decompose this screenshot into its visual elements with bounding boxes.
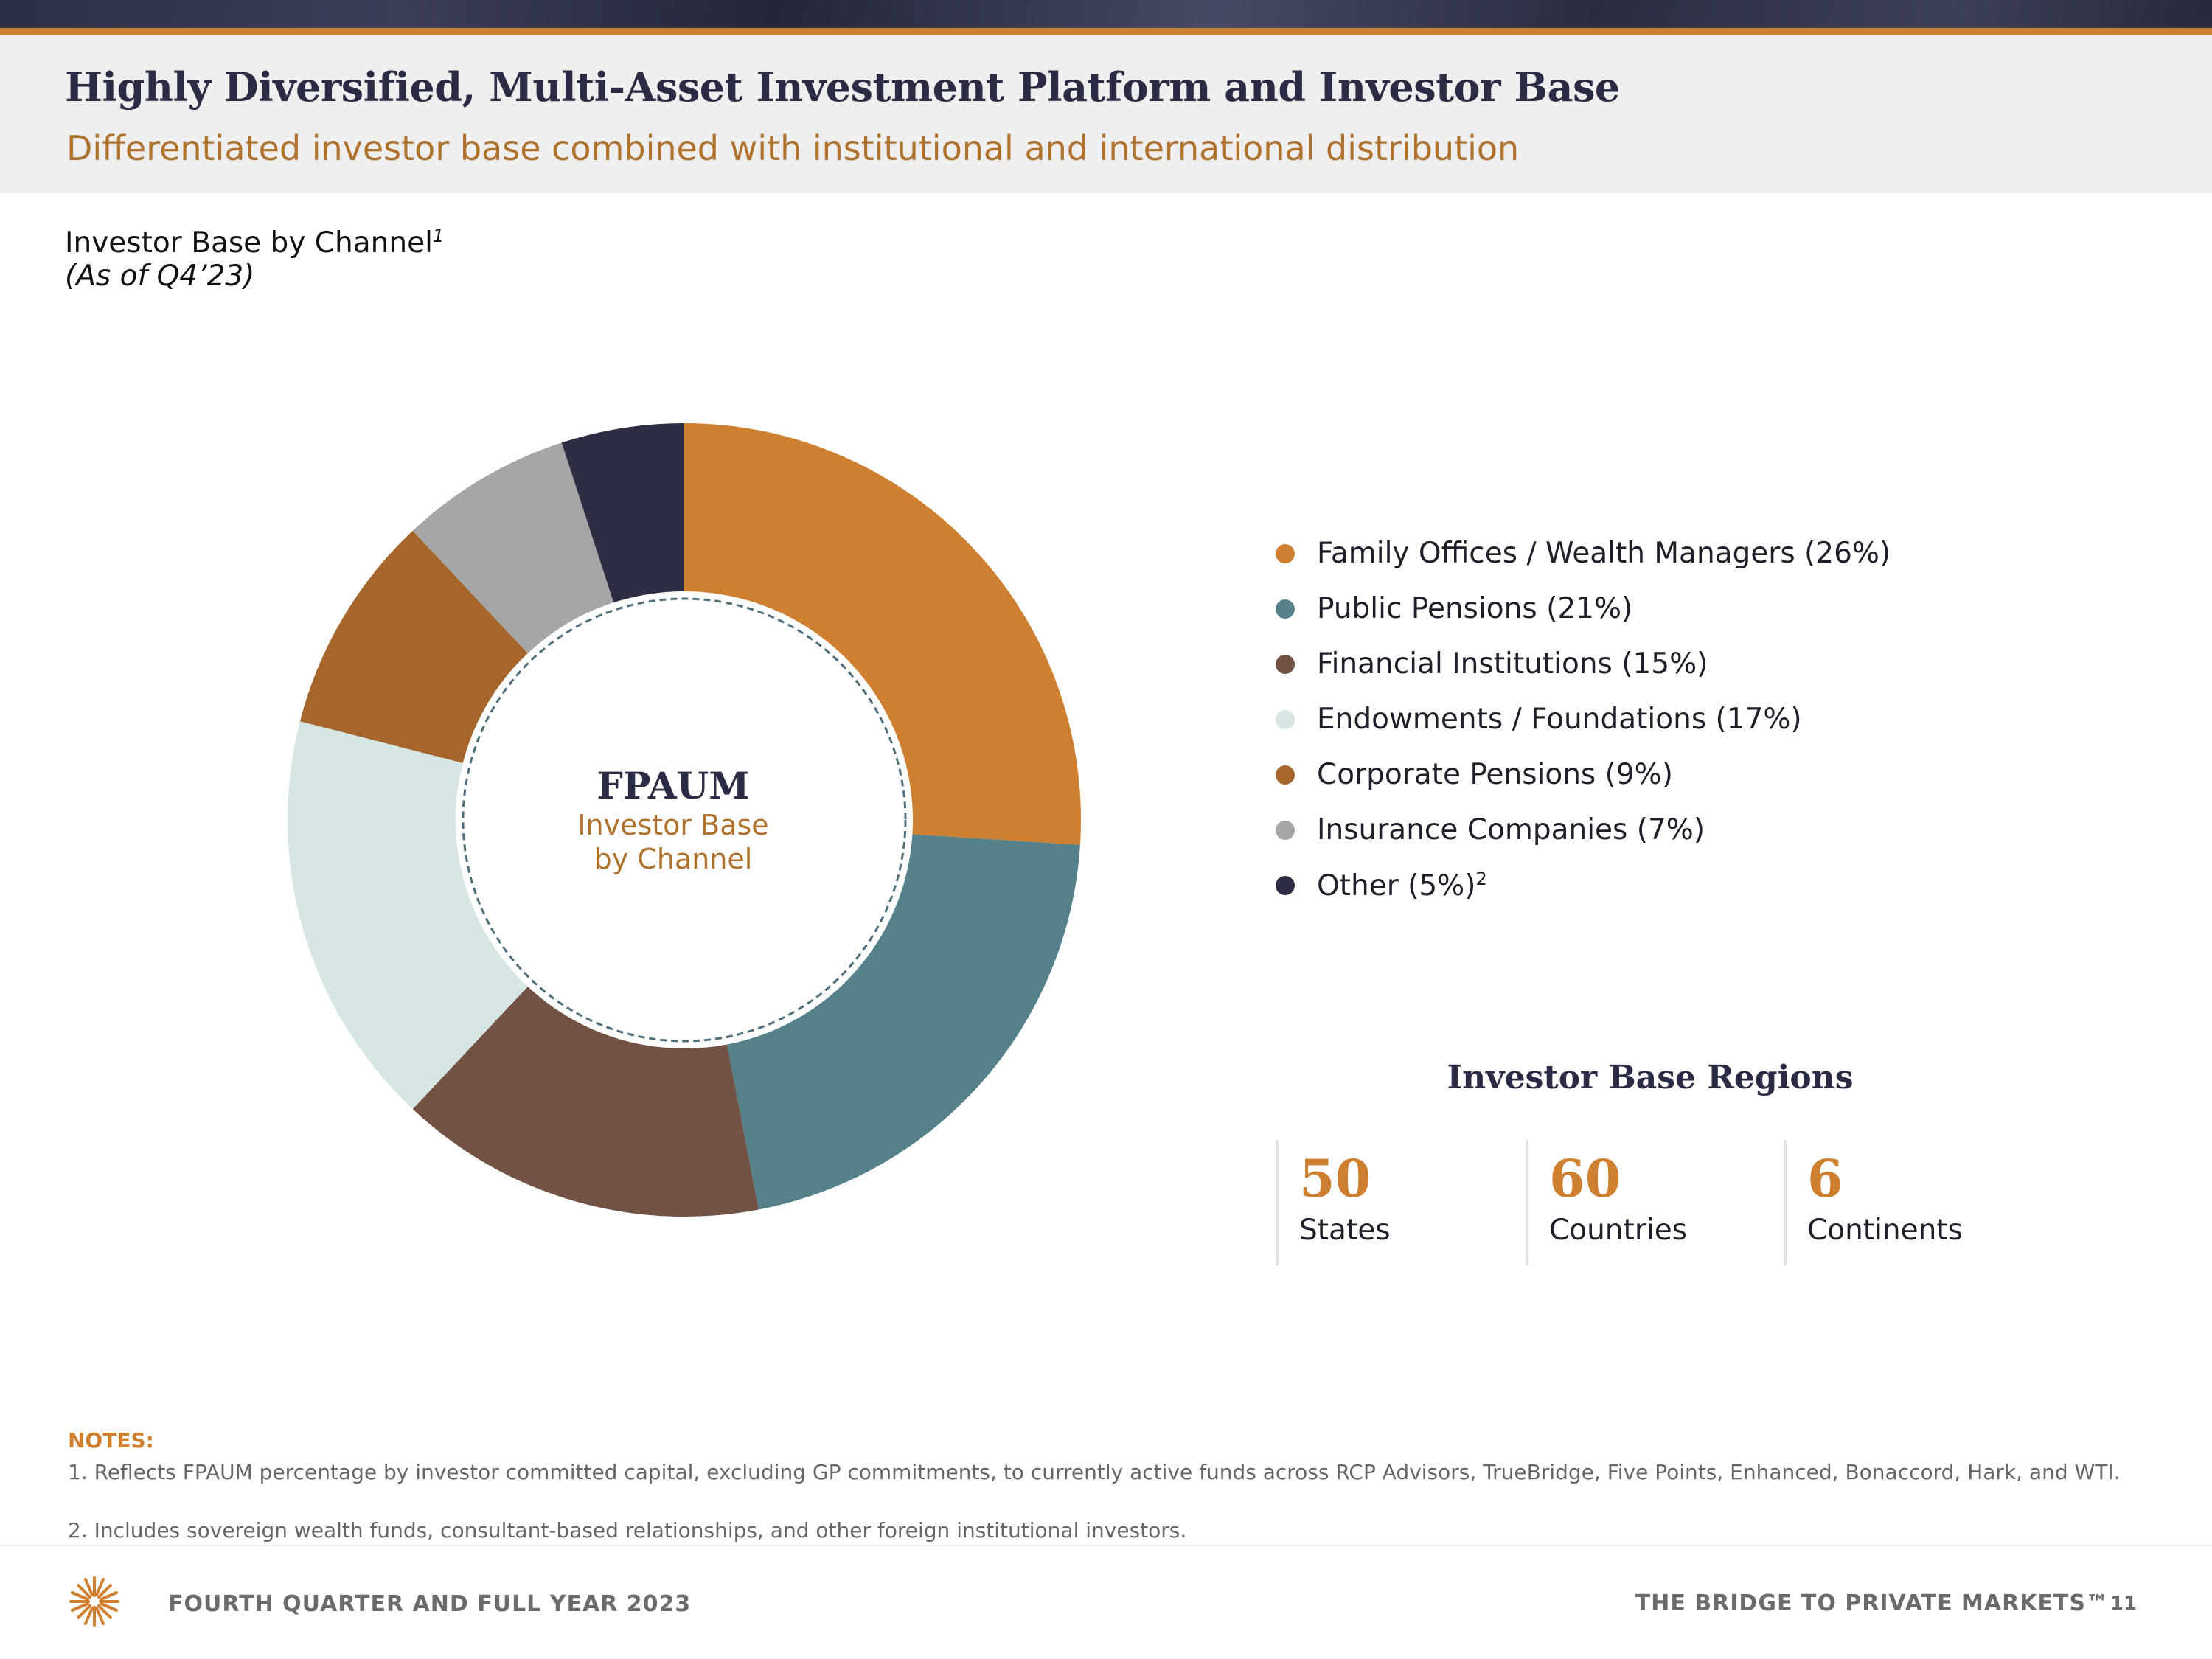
region-continents: 6 Continents: [1784, 1140, 1963, 1265]
legend-label: Insurance Companies (7%): [1317, 813, 1705, 846]
legend-item: Other (5%)2: [1274, 858, 1891, 913]
page-title: Highly Diversified, Multi-Asset Investme…: [65, 63, 1620, 111]
legend-swatch: [1276, 599, 1295, 619]
region-countries: 60 Countries: [1526, 1140, 1687, 1265]
legend-label: Financial Institutions (15%): [1317, 647, 1708, 681]
donut-slice-7: [561, 423, 684, 603]
footer-tagline: THE BRIDGE TO PRIVATE MARKETS™: [1635, 1590, 2109, 1616]
legend-swatch: [1276, 709, 1295, 729]
region-label: Countries: [1549, 1214, 1688, 1247]
chart-heading-text: Investor Base by Channel: [65, 226, 433, 260]
legend-item: Endowments / Foundations (17%): [1274, 692, 1891, 747]
top-accent-rule: [0, 28, 2212, 35]
top-decorative-band: [0, 0, 2212, 28]
company-logo-icon: [69, 1576, 119, 1627]
donut-slice-6: [412, 442, 614, 654]
donut-slice-4: [287, 721, 528, 1110]
legend-label: Public Pensions (21%): [1317, 592, 1633, 625]
footer-divider: [0, 1545, 2212, 1546]
footer-report-period: FOURTH QUARTER AND FULL YEAR 2023: [168, 1591, 692, 1617]
legend-item: Corporate Pensions (9%): [1274, 747, 1891, 802]
note-1: 1. Reflects FPAUM percentage by investor…: [68, 1460, 2121, 1484]
regions-title: Investor Base Regions: [1447, 1059, 1854, 1096]
legend-item: Insurance Companies (7%): [1274, 802, 1891, 858]
legend-item: Family Offices / Wealth Managers (26%): [1274, 526, 1891, 581]
notes-title: NOTES:: [68, 1428, 154, 1453]
chart-heading: Investor Base by Channel1: [65, 226, 444, 260]
header-panel: [0, 35, 2212, 193]
legend-label: Other (5%)2: [1317, 868, 1487, 902]
legend-footnote: 2: [1475, 868, 1487, 889]
legend-label: Family Offices / Wealth Managers (26%): [1317, 537, 1891, 570]
donut-slice-2: [727, 834, 1080, 1210]
page-number: 11: [2110, 1593, 2138, 1615]
chart-heading-footnote: 1: [432, 226, 445, 246]
legend-swatch: [1276, 765, 1295, 785]
donut-slices: [287, 423, 1081, 1217]
legend-swatch: [1276, 543, 1295, 563]
region-number: 60: [1549, 1148, 1621, 1209]
legend-label: Endowments / Foundations (17%): [1317, 703, 1802, 736]
donut-center-label: FPAUM Investor Base by Channel: [526, 764, 821, 876]
legend-item: Financial Institutions (15%): [1274, 636, 1891, 692]
legend-swatch: [1276, 875, 1295, 895]
note-2: 2. Includes sovereign wealth funds, cons…: [68, 1518, 1187, 1543]
chart-legend: Family Offices / Wealth Managers (26%) Pu…: [1274, 526, 1891, 913]
donut-slice-5: [299, 530, 528, 763]
donut-inner-dashed-ring: [462, 597, 907, 1043]
donut-center-title: FPAUM: [597, 764, 750, 807]
donut-center-subtitle-line2: by Channel: [594, 843, 753, 875]
legend-item: Public Pensions (21%): [1274, 581, 1891, 636]
region-states: 50 States: [1276, 1140, 1391, 1265]
legend-swatch: [1276, 820, 1295, 840]
donut-slice-3: [412, 986, 759, 1217]
donut-slice-1: [684, 423, 1081, 845]
region-label: Continents: [1807, 1214, 1963, 1247]
page-subtitle: Differentiated investor base combined wi…: [66, 128, 1520, 168]
region-label: States: [1299, 1214, 1391, 1247]
donut-center-subtitle-line1: Investor Base: [577, 809, 769, 841]
legend-swatch: [1276, 654, 1295, 674]
legend-label: Corporate Pensions (9%): [1317, 758, 1673, 791]
chart-as-of: (As of Q4’23): [65, 260, 255, 293]
region-number: 6: [1807, 1148, 1843, 1209]
region-number: 50: [1299, 1148, 1371, 1209]
